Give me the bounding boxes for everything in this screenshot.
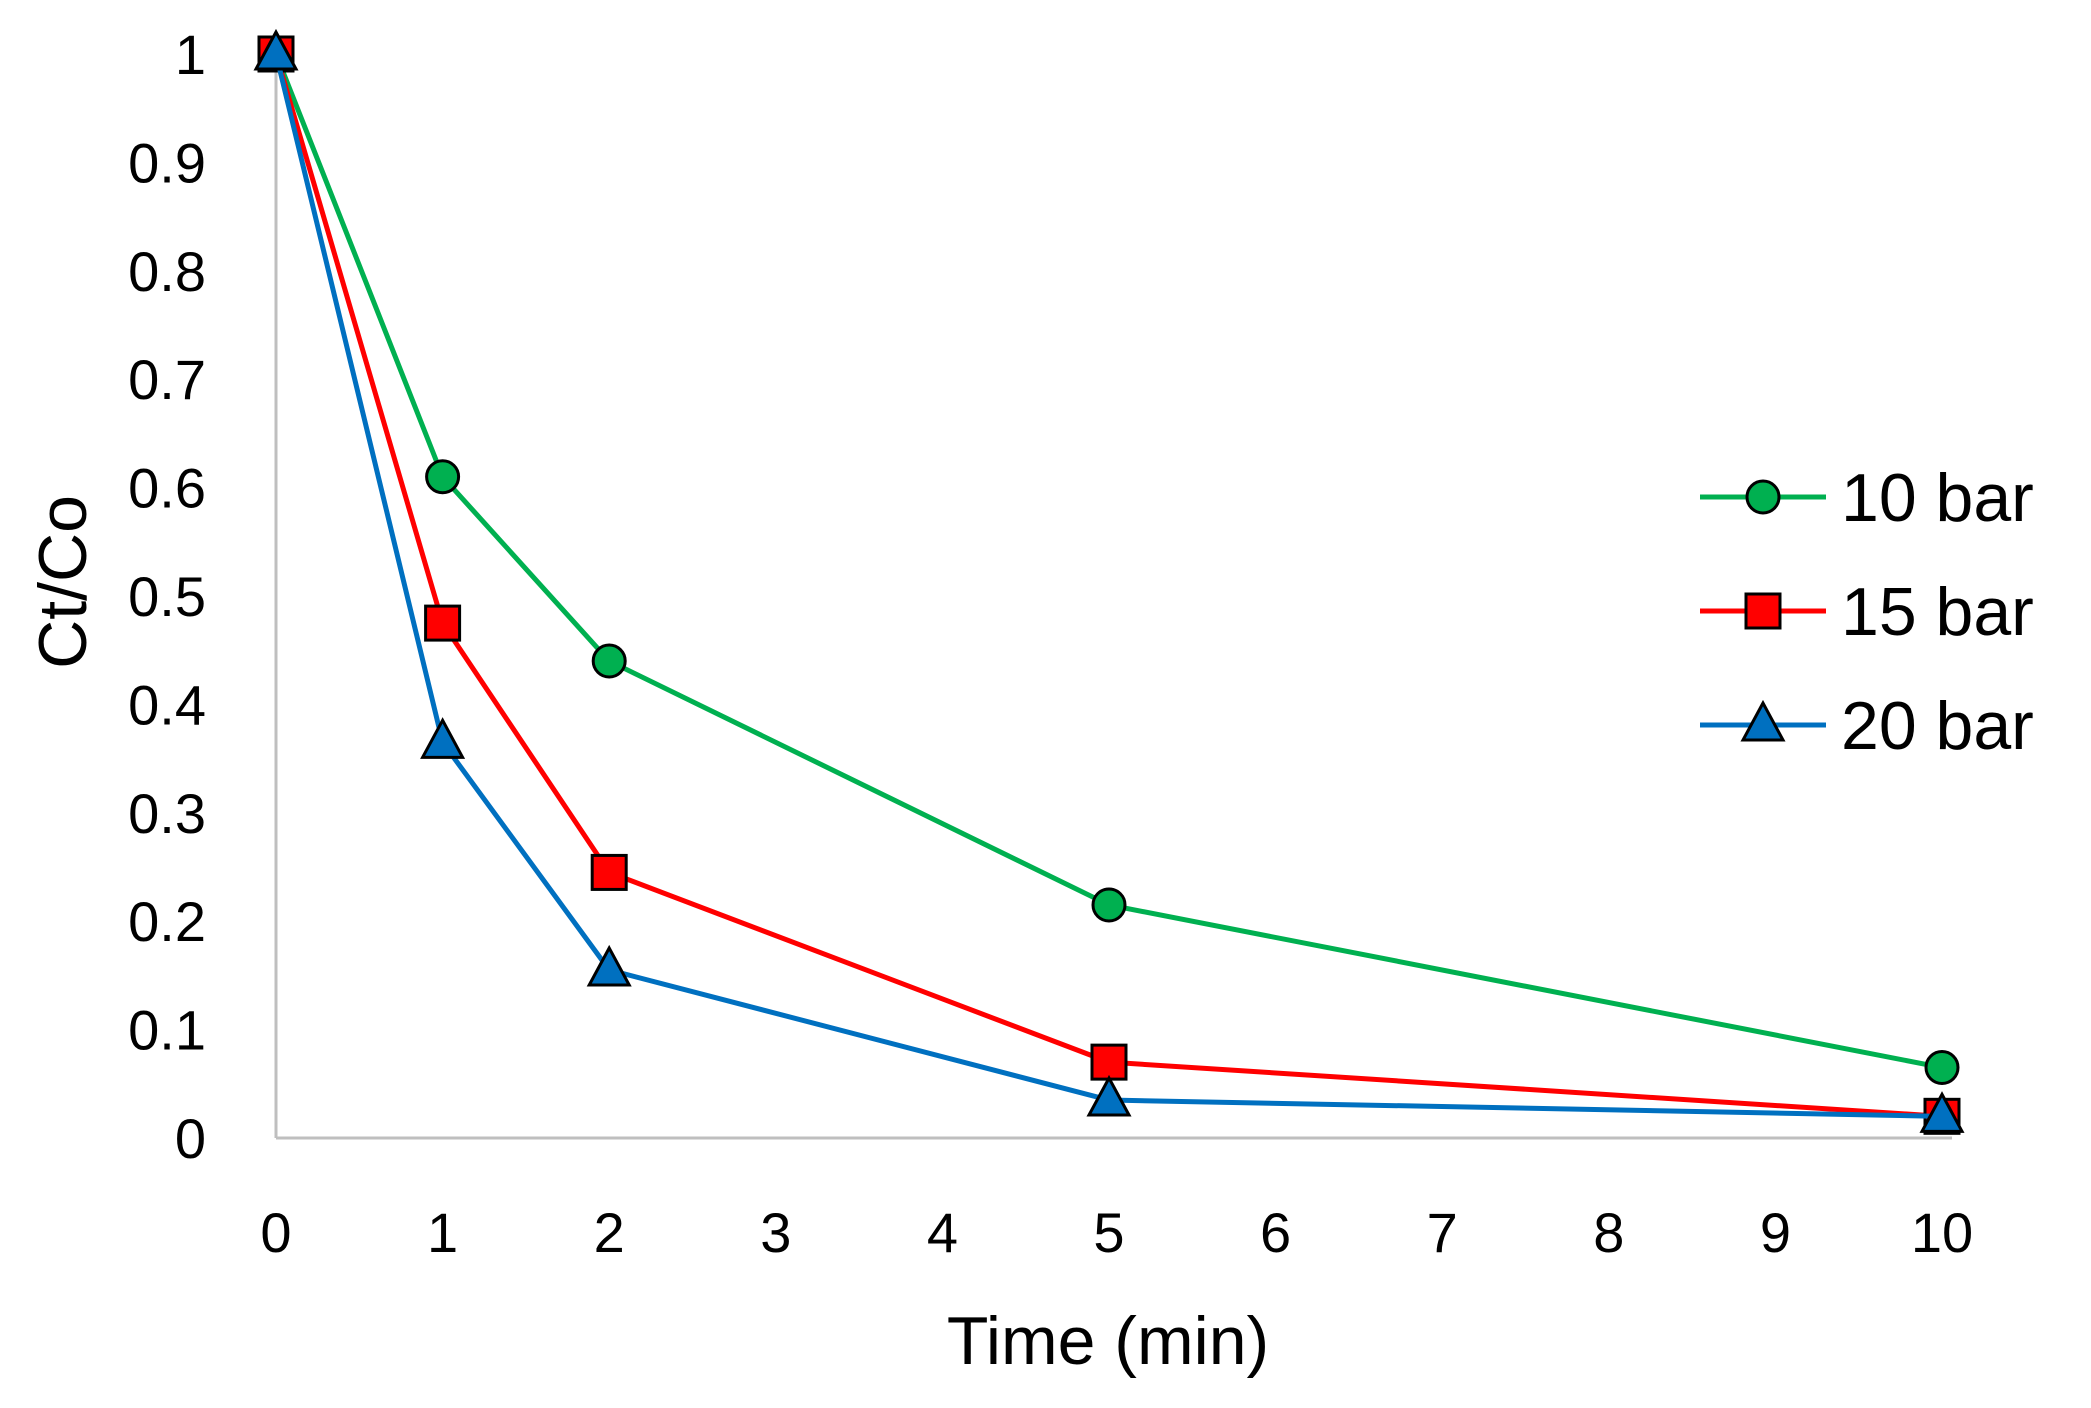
y-tick-label: 0.5 bbox=[128, 565, 206, 628]
y-tick-label: 0 bbox=[175, 1107, 206, 1170]
legend-marker bbox=[1745, 479, 1781, 515]
x-tick-label: 9 bbox=[1760, 1201, 1791, 1264]
series-10-bar bbox=[258, 36, 1960, 1086]
y-tick-label: 0.3 bbox=[128, 782, 206, 845]
legend-marker bbox=[1744, 592, 1782, 630]
y-tick-label: 0.6 bbox=[128, 457, 206, 520]
y-tick-label: 0.8 bbox=[128, 240, 206, 303]
data-point-marker bbox=[1086, 1074, 1132, 1117]
series-15-bar bbox=[257, 35, 1961, 1135]
x-tick-label: 7 bbox=[1427, 1201, 1458, 1264]
legend-item: 15 bar bbox=[1700, 574, 2034, 650]
x-tick-label: 4 bbox=[927, 1201, 958, 1264]
x-tick-label: 10 bbox=[1911, 1201, 1973, 1264]
x-axis-title: Time (min) bbox=[947, 1303, 1269, 1379]
axes: 00.10.20.30.40.50.60.70.80.910 1 2 3 4 5 6 7 8 9 1… bbox=[25, 23, 1973, 1379]
data-point-marker bbox=[586, 944, 632, 987]
y-tick-label: 1 bbox=[175, 23, 206, 86]
data-point-marker bbox=[1924, 1050, 1960, 1086]
series bbox=[253, 28, 1965, 1135]
y-tick-label: 0.2 bbox=[128, 890, 206, 953]
data-point-marker bbox=[590, 853, 628, 891]
legend-label: 20 bar bbox=[1841, 688, 2034, 764]
legend-label: 15 bar bbox=[1841, 574, 2034, 650]
x-tick-label: 6 bbox=[1260, 1201, 1291, 1264]
legend: 10 bar 15 bar 20 bar bbox=[1700, 460, 2034, 764]
data-point-marker bbox=[591, 643, 627, 679]
y-tick-label: 0.7 bbox=[128, 348, 206, 411]
data-point-marker bbox=[424, 604, 462, 642]
y-axis-title: Ct/Co bbox=[25, 495, 101, 669]
legend-marker bbox=[1740, 699, 1786, 742]
series-20-bar bbox=[253, 28, 1965, 1133]
data-point-marker bbox=[1090, 1043, 1128, 1081]
x-tick-label: 2 bbox=[594, 1201, 625, 1264]
legend-item: 20 bar bbox=[1700, 688, 2034, 764]
x-tick-label: 5 bbox=[1093, 1201, 1124, 1264]
legend-item: 10 bar bbox=[1700, 460, 2034, 536]
data-point-marker bbox=[1919, 1091, 1965, 1133]
data-point-marker bbox=[1091, 887, 1127, 923]
x-tick-label: 1 bbox=[427, 1201, 458, 1264]
series-line bbox=[273, 53, 1943, 1119]
series-line bbox=[273, 53, 1943, 1119]
y-tick-label: 0.4 bbox=[128, 673, 206, 736]
data-point-marker bbox=[425, 459, 461, 495]
x-tick-label: 3 bbox=[760, 1201, 791, 1264]
legend-label: 10 bar bbox=[1841, 460, 2034, 536]
data-point-marker bbox=[420, 717, 466, 759]
x-tick-label: 0 bbox=[260, 1201, 291, 1264]
y-tick-label: 0.1 bbox=[128, 999, 206, 1062]
y-tick-label: 0.9 bbox=[128, 131, 206, 194]
data-point-marker bbox=[253, 28, 299, 71]
x-tick-label: 8 bbox=[1593, 1201, 1624, 1264]
